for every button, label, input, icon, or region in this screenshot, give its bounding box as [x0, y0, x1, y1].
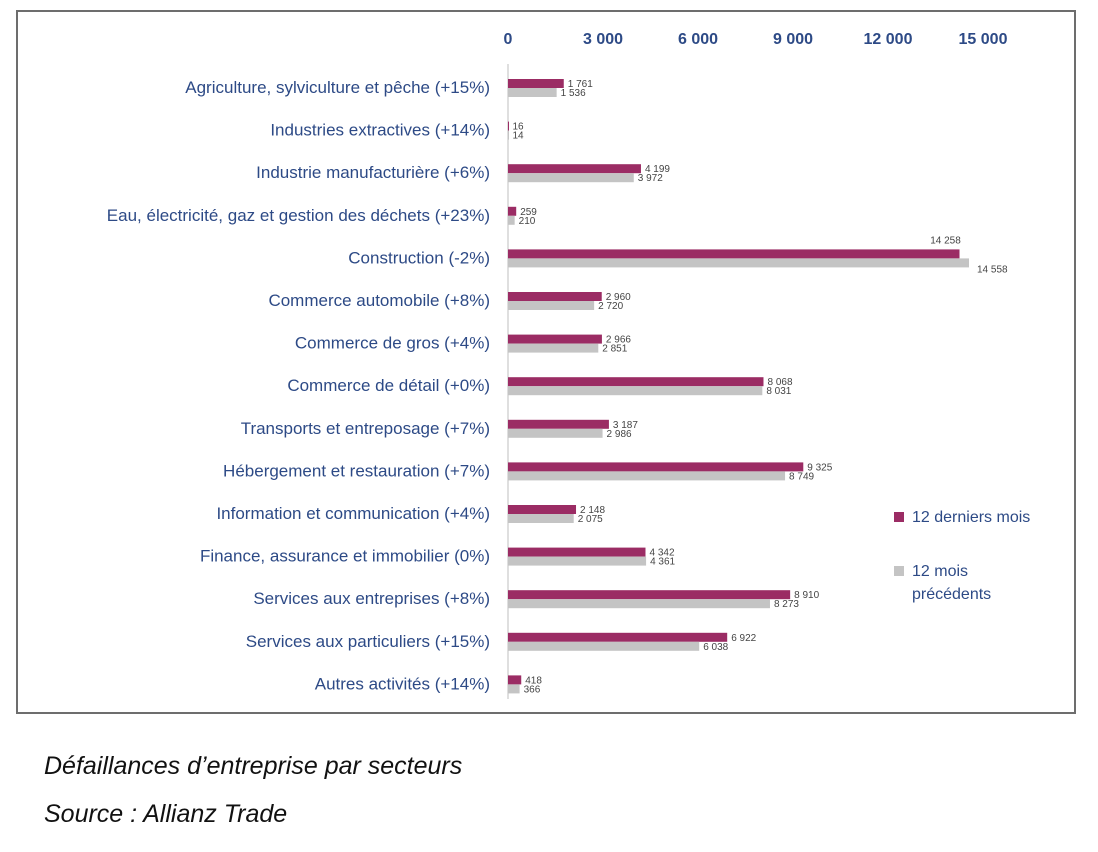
x-tick-label: 6 000: [678, 31, 718, 48]
bar-previous-12-months: [508, 173, 634, 183]
bar-previous-12-months: [508, 428, 603, 438]
bar-previous-12-months: [508, 514, 574, 523]
bar-last-12-months: [508, 590, 791, 600]
value-label-previous-12-months: 8 749: [789, 471, 814, 482]
x-tick-label: 9 000: [773, 31, 813, 48]
value-label-previous-12-months: 14 558: [977, 264, 1008, 275]
caption-title: Défaillances d’entreprise par secteurs: [44, 752, 463, 780]
bar-previous-12-months: [508, 88, 557, 97]
value-label-last-12-months: 2 966: [606, 335, 631, 346]
bar-last-12-months: [508, 632, 728, 642]
value-label-last-12-months: 259: [520, 207, 537, 218]
legend-label-last-12-months: 12 derniers mois: [912, 509, 1030, 526]
value-label-previous-12-months: 4 361: [650, 557, 675, 568]
bar-last-12-months: [508, 505, 577, 514]
bar-previous-12-months: [508, 130, 509, 140]
category-label: Services aux entreprises (+8%): [253, 589, 490, 608]
value-label-last-12-months: 1 761: [568, 79, 593, 90]
bar-previous-12-months: [508, 599, 770, 609]
category-label: Industrie manufacturière (+6%): [256, 163, 490, 182]
value-label-previous-12-months: 2 986: [607, 429, 632, 440]
category-label: Commerce automobile (+8%): [268, 291, 490, 310]
bar-previous-12-months: [508, 215, 515, 225]
legend-swatch-last-12-months: [894, 512, 904, 522]
value-label-previous-12-months: 210: [519, 216, 536, 227]
category-label: Construction (-2%): [348, 248, 490, 267]
bar-previous-12-months: [508, 641, 700, 651]
bar-chart: 0 3 000 6 000 9 000 12 000 15 000 Agriculture,…: [107, 31, 1030, 699]
category-label: Services aux particuliers (+15%): [246, 632, 490, 651]
bar-last-12-months: [508, 547, 646, 557]
x-tick-label: 12 000: [864, 31, 913, 48]
caption-source: Source : Allianz Trade: [44, 800, 288, 828]
value-label-last-12-months: 16: [513, 122, 525, 133]
category-label: Eau, électricité, gaz et gestion des déc…: [107, 206, 490, 225]
x-tick-label: 15 000: [959, 31, 1008, 48]
value-label-last-12-months: 8 910: [794, 590, 819, 601]
category-label: Information et communication (+4%): [216, 504, 490, 523]
value-label-previous-12-months: 14: [512, 131, 524, 142]
x-tick-label: 0: [504, 31, 513, 48]
value-label-previous-12-months: 2 851: [602, 344, 627, 355]
value-label-previous-12-months: 2 720: [598, 301, 623, 312]
legend-label-previous-12-months: précédents: [912, 586, 991, 603]
bar-last-12-months: [508, 334, 602, 344]
value-label-previous-12-months: 1 536: [561, 88, 586, 99]
bar-last-12-months: [508, 206, 517, 216]
value-label-previous-12-months: 366: [524, 684, 541, 695]
value-label-last-12-months: 6 922: [731, 633, 756, 644]
category-label: Agriculture, sylviculture et pêche (+15%…: [185, 78, 490, 97]
category-label: Transports et entreposage (+7%): [241, 419, 490, 438]
value-label-last-12-months: 2 148: [580, 505, 605, 516]
bar-last-12-months: [508, 249, 960, 259]
bar-previous-12-months: [508, 386, 763, 396]
bar-last-12-months: [508, 675, 522, 685]
value-label-last-12-months: 4 342: [649, 548, 674, 559]
bar-last-12-months: [508, 377, 764, 387]
category-label: Finance, assurance et immobilier (0%): [200, 547, 490, 566]
bar-previous-12-months: [508, 684, 520, 694]
bar-previous-12-months: [508, 301, 595, 310]
bar-last-12-months: [508, 79, 564, 88]
bar-last-12-months: [508, 121, 509, 131]
value-label-last-12-months: 4 199: [645, 164, 670, 175]
value-label-previous-12-months: 6 038: [703, 642, 728, 653]
category-label: Commerce de gros (+4%): [295, 334, 490, 353]
value-label-last-12-months: 14 258: [930, 235, 961, 246]
bar-last-12-months: [508, 164, 641, 174]
x-tick-label: 3 000: [583, 31, 623, 48]
category-label: Industries extractives (+14%): [270, 121, 490, 140]
value-label-previous-12-months: 3 972: [638, 173, 663, 184]
bar-previous-12-months: [508, 343, 599, 353]
legend-swatch-previous-12-months: [894, 566, 904, 576]
value-label-last-12-months: 418: [525, 675, 542, 686]
value-label-last-12-months: 3 187: [613, 420, 638, 431]
category-label: Hébergement et restauration (+7%): [223, 461, 490, 480]
bar-last-12-months: [508, 462, 804, 472]
value-label-previous-12-months: 2 075: [578, 514, 603, 525]
legend-label-previous-12-months: 12 mois: [912, 563, 968, 580]
bar-last-12-months: [508, 419, 609, 429]
bar-previous-12-months: [508, 471, 786, 481]
bar-previous-12-months: [508, 258, 970, 268]
value-label-last-12-months: 2 960: [606, 292, 631, 303]
value-label-previous-12-months: 8 031: [766, 386, 791, 397]
chart-frame: 0 3 000 6 000 9 000 12 000 15 000 Agriculture,…: [16, 10, 1076, 714]
bar-last-12-months: [508, 292, 602, 301]
bar-previous-12-months: [508, 556, 647, 566]
value-label-previous-12-months: 8 273: [774, 599, 799, 610]
category-label: Autres activités (+14%): [315, 674, 490, 693]
value-label-last-12-months: 9 325: [807, 462, 832, 473]
category-label: Commerce de détail (+0%): [287, 376, 490, 395]
value-label-last-12-months: 8 068: [767, 377, 792, 388]
